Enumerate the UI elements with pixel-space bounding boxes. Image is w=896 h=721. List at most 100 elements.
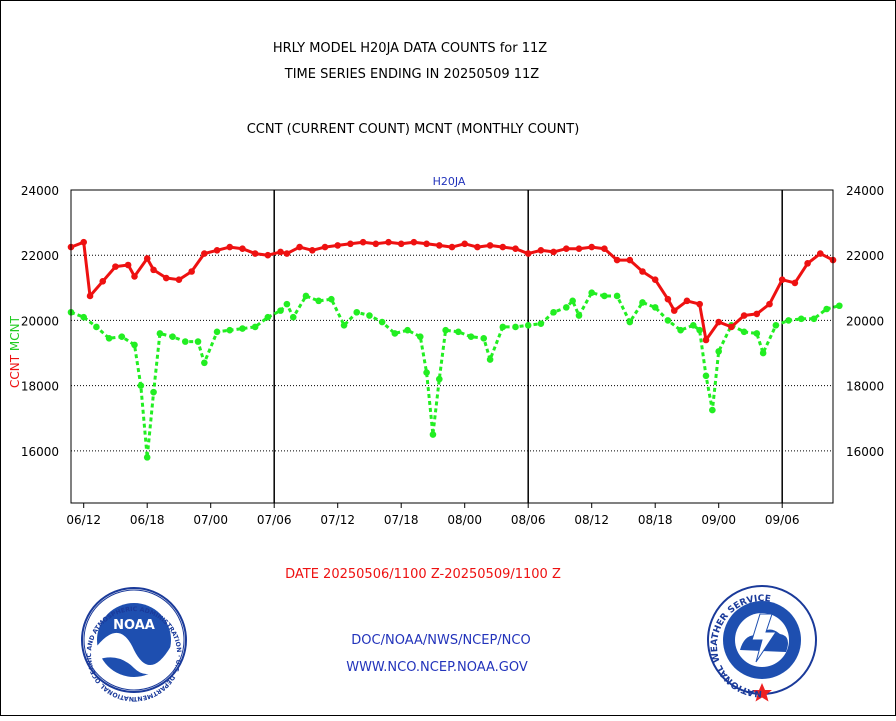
data-point-ccnt <box>766 300 773 308</box>
x-tick-label: 08/12 <box>574 513 609 527</box>
data-point-mcnt <box>340 322 348 329</box>
x-tick-label: 08/18 <box>638 513 673 527</box>
data-point-ccnt <box>499 243 507 251</box>
y-tick-label-right: 18000 <box>846 380 884 394</box>
data-point-mcnt <box>467 333 475 341</box>
data-point-mcnt <box>169 333 176 341</box>
data-point-ccnt <box>213 247 221 254</box>
data-point-ccnt <box>150 266 157 274</box>
data-point-ccnt <box>80 238 87 246</box>
data-point-mcnt <box>182 338 189 345</box>
data-point-mcnt <box>105 335 113 342</box>
data-point-ccnt <box>448 243 456 251</box>
data-point-mcnt <box>588 289 595 297</box>
x-tick-label: 08/00 <box>447 513 482 527</box>
data-point-ccnt <box>131 273 138 280</box>
data-point-ccnt <box>188 268 195 275</box>
plot-frame <box>70 189 834 504</box>
data-point-mcnt <box>772 322 780 329</box>
x-tick-label: 09/00 <box>701 513 736 527</box>
data-point-mcnt <box>512 323 519 331</box>
data-point-ccnt <box>728 323 735 331</box>
data-point-ccnt <box>397 240 405 248</box>
data-point-ccnt <box>575 245 583 252</box>
data-point-ccnt <box>175 276 183 283</box>
y-tick-labels: 16000 16000 18000 18000 20000 20000 22000 22000… <box>21 184 884 459</box>
data-point-ccnt <box>251 250 259 257</box>
data-point-ccnt <box>410 238 418 246</box>
data-point-ccnt <box>86 292 94 300</box>
data-point-mcnt <box>715 348 722 355</box>
data-point-ccnt <box>715 318 722 326</box>
data-point-ccnt <box>588 243 595 251</box>
data-point-ccnt <box>740 312 748 319</box>
data-point-mcnt <box>823 305 830 313</box>
data-point-mcnt <box>277 307 284 314</box>
series-layer <box>67 238 843 461</box>
data-point-mcnt <box>80 313 87 321</box>
plot-title: H20JA <box>433 175 466 188</box>
data-point-mcnt <box>664 317 672 324</box>
data-point-ccnt <box>613 256 621 264</box>
data-point-ccnt <box>524 250 532 257</box>
y-axis-label-mcnt: MCNT <box>8 315 22 351</box>
y-tick-label-left: 20000 <box>21 314 59 328</box>
data-point-mcnt <box>696 326 703 334</box>
data-point-mcnt <box>150 388 157 396</box>
org-path-link[interactable]: DOC/NOAA/NWS/NCEP/NCO <box>351 633 530 648</box>
chart-title-line1: HRLY MODEL H20JA DATA COUNTS for 11Z <box>273 41 547 56</box>
data-point-mcnt <box>302 292 310 300</box>
data-point-ccnt <box>702 336 710 344</box>
y-tick-label-right: 22000 <box>846 249 884 263</box>
date-range-label: DATE 20250506/1100 Z-20250509/1100 Z <box>285 567 561 582</box>
data-point-ccnt <box>664 295 672 303</box>
y-axis-label-ccnt: CCNT <box>8 354 22 388</box>
data-point-ccnt <box>436 242 443 249</box>
data-point-mcnt <box>753 330 761 337</box>
data-point-mcnt <box>264 313 272 321</box>
chart-subtitle: CCNT (CURRENT COUNT) MCNT (MONTHLY COUNT… <box>247 122 580 137</box>
x-tick-label: 07/12 <box>320 513 355 527</box>
data-point-ccnt <box>670 307 678 314</box>
data-point-mcnt <box>836 302 843 310</box>
data-point-mcnt <box>436 375 443 383</box>
data-point-mcnt <box>143 454 151 461</box>
data-point-ccnt <box>372 240 380 248</box>
data-point-ccnt <box>226 243 234 251</box>
data-point-mcnt <box>569 297 576 305</box>
data-point-ccnt <box>359 238 367 246</box>
data-point-ccnt <box>124 261 132 269</box>
data-point-ccnt <box>99 277 107 285</box>
data-point-mcnt <box>709 406 716 414</box>
x-tick-label: 07/06 <box>257 513 292 527</box>
noaa-logo-text: NOAA <box>113 618 155 633</box>
data-point-mcnt <box>499 323 507 331</box>
data-point-mcnt <box>639 299 646 306</box>
data-point-ccnt <box>347 240 354 248</box>
data-point-mcnt <box>429 431 437 438</box>
data-point-ccnt <box>264 251 272 259</box>
data-point-mcnt <box>563 304 570 311</box>
data-point-ccnt <box>461 240 469 248</box>
chart-title-line2: TIME SERIES ENDING IN 20250509 11Z <box>284 67 540 82</box>
data-point-ccnt <box>696 300 703 308</box>
y-axis-label: CCNT MCNT <box>8 315 22 388</box>
y-tick-label-right: 24000 <box>846 184 884 198</box>
data-point-mcnt <box>575 312 583 319</box>
data-point-mcnt <box>810 315 818 323</box>
website-link[interactable]: WWW.NCO.NCEP.NOAA.GOV <box>346 660 528 675</box>
y-tick-label-left: 16000 <box>21 445 59 459</box>
data-point-mcnt <box>550 308 557 316</box>
data-point-mcnt <box>677 326 684 334</box>
x-tick-label: 09/06 <box>765 513 800 527</box>
data-point-ccnt <box>334 242 342 249</box>
data-point-mcnt <box>283 300 291 308</box>
data-point-ccnt <box>239 245 246 252</box>
series-line-mcnt <box>70 291 840 459</box>
data-point-mcnt <box>328 295 335 303</box>
data-point-ccnt <box>651 276 659 283</box>
x-tick-label: 06/18 <box>130 513 165 527</box>
data-point-mcnt <box>486 356 494 363</box>
data-point-mcnt <box>797 315 805 323</box>
